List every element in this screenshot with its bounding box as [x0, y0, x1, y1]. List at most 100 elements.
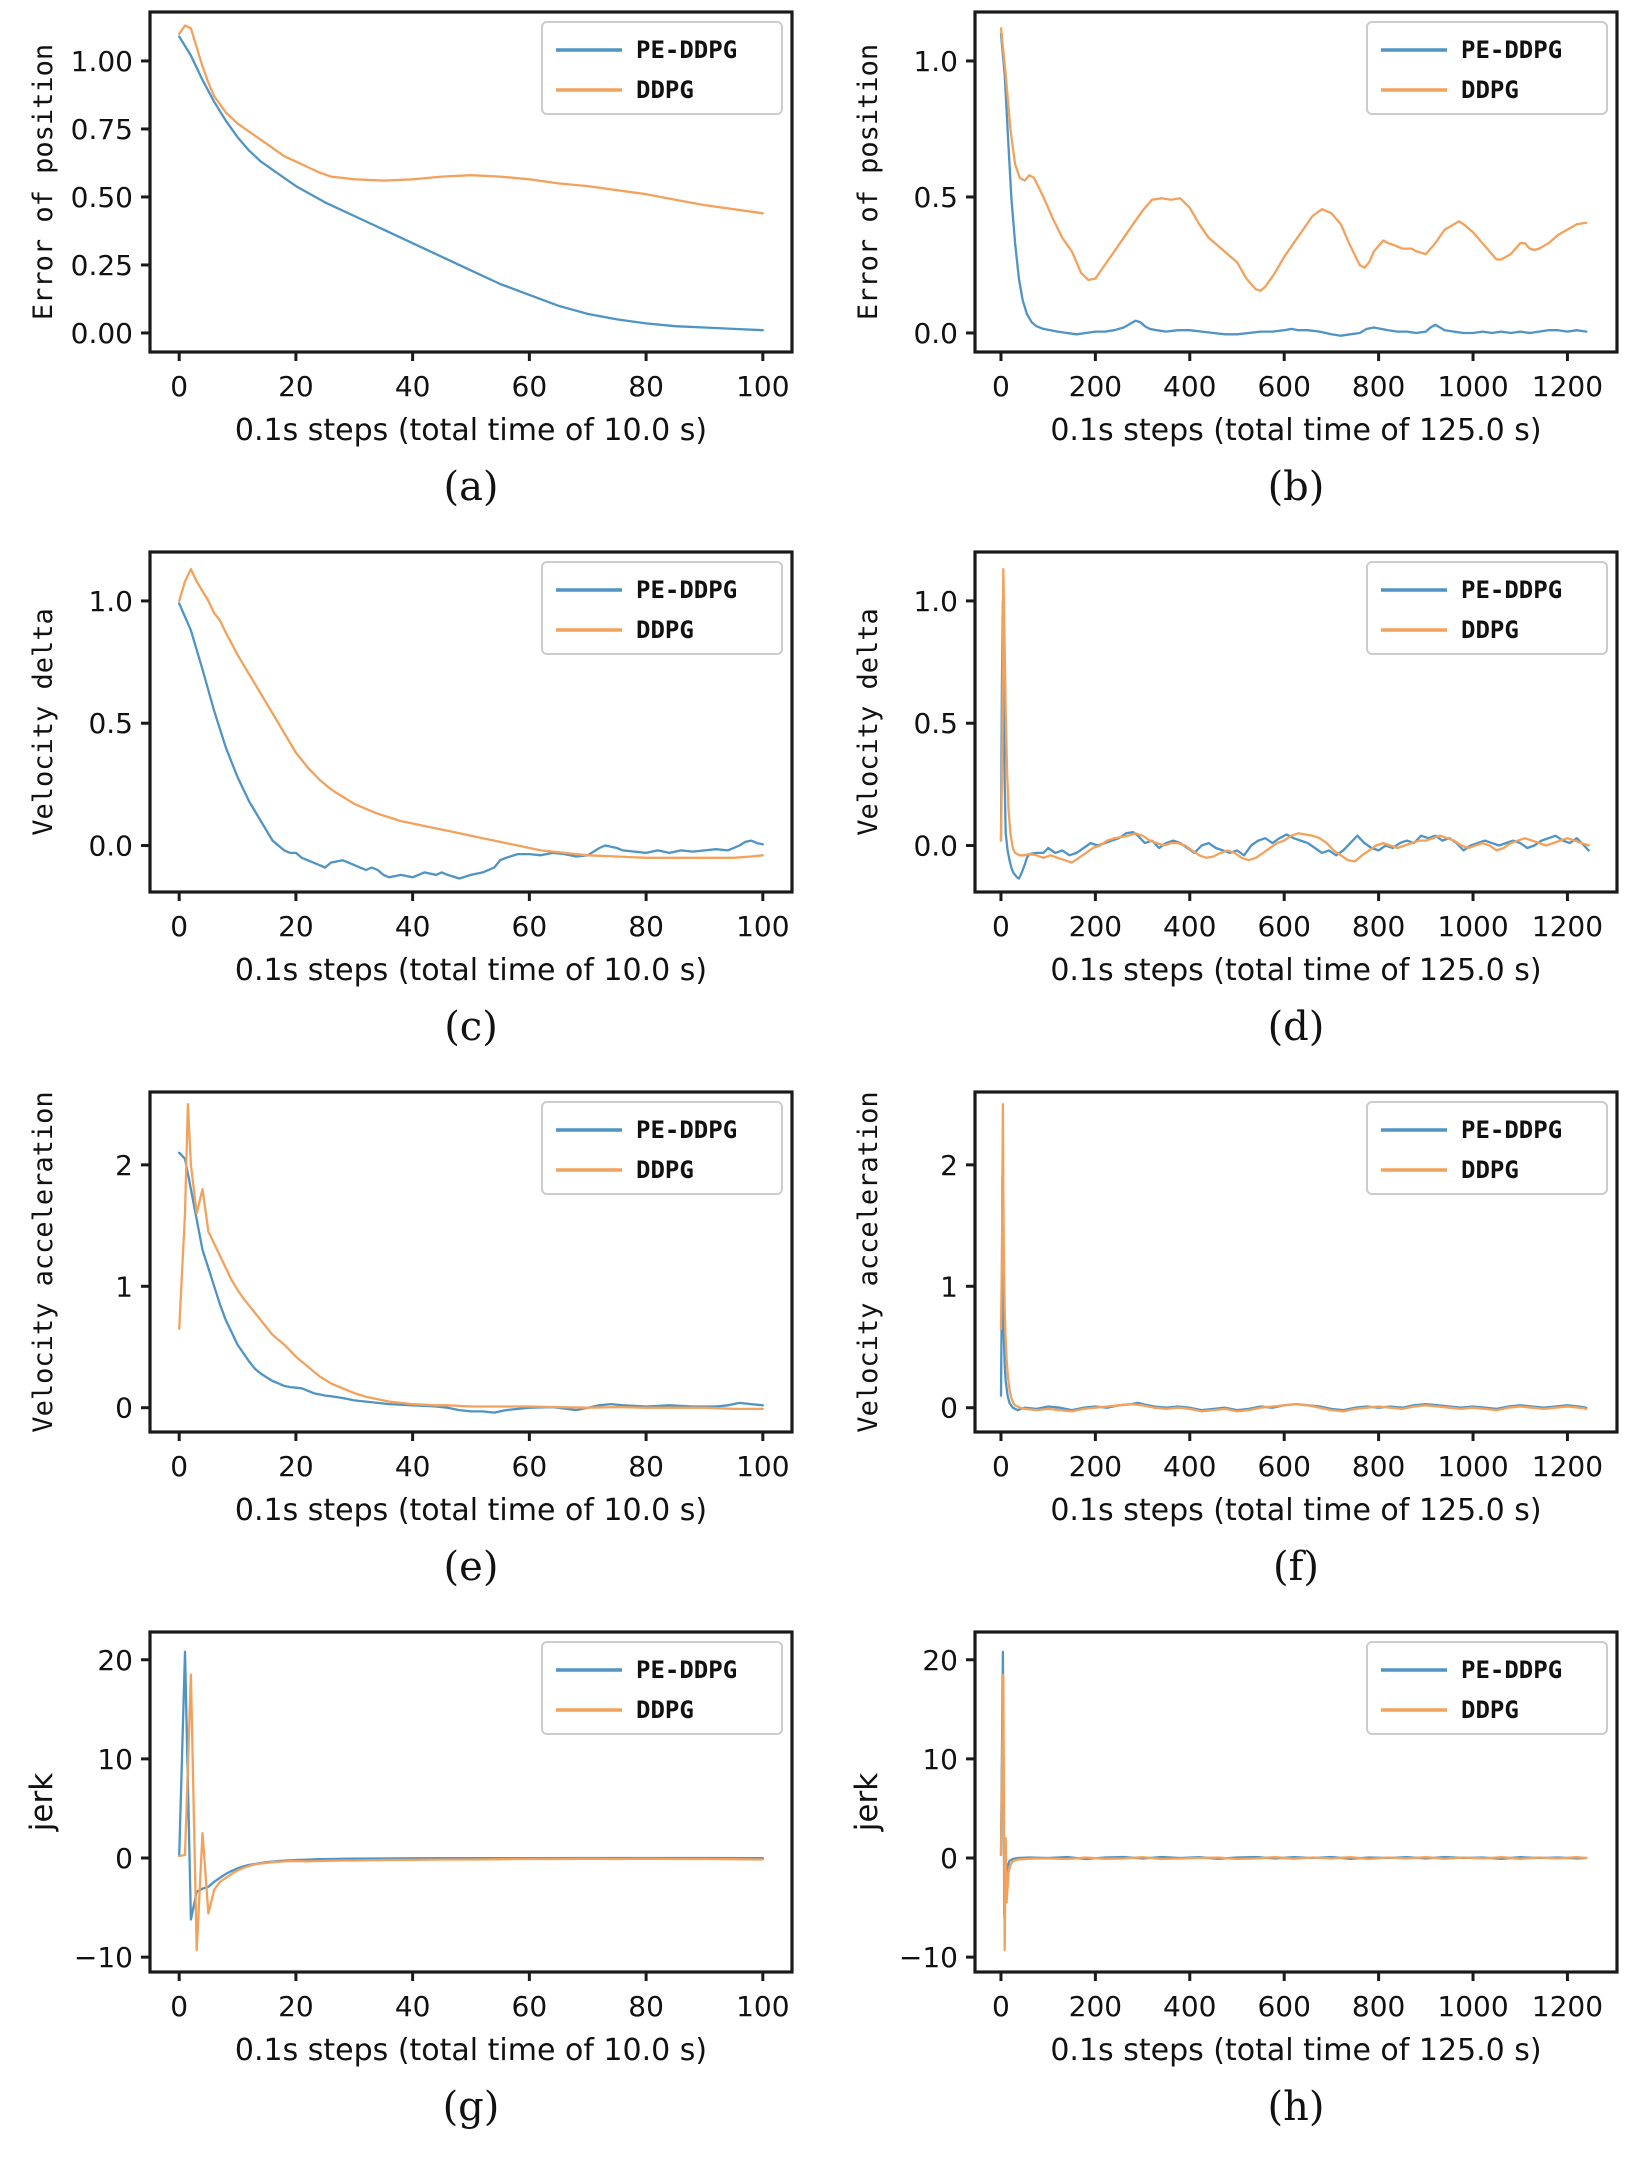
x-tick-label: 20	[278, 1450, 314, 1483]
y-tick-label: 2	[940, 1149, 958, 1182]
x-tick-label: 0	[170, 370, 188, 403]
plot-frame	[973, 1630, 1619, 1974]
plot-frame	[973, 10, 1619, 354]
x-axis-label: 0.1s steps (total time of 10.0 s)	[235, 2033, 707, 2068]
series-line-pe-ddpg	[999, 32, 1588, 337]
subplot-caption-c: (c)	[444, 1004, 498, 1050]
legend: PE-DDPG DDPG	[541, 561, 783, 655]
series-group	[178, 1102, 764, 1414]
y-tick-label: 0.0	[913, 830, 958, 863]
x-tick-label: 800	[1352, 370, 1405, 403]
x-tick-label: 400	[1163, 910, 1216, 943]
x-axis-label: 0.1s steps (total time of 10.0 s)	[235, 953, 707, 988]
series-line-ddpg	[999, 1102, 1588, 1413]
x-tick-label: 100	[736, 370, 789, 403]
x-tick-label: 1200	[1532, 1450, 1603, 1483]
x-axis-label: 0.1s steps (total time of 125.0 s)	[1050, 1493, 1541, 1528]
chart-canvas-a: 0.00 0.25 0.50 0.75 1.00 0 20 40 60 80 100 Error of…	[28, 10, 794, 448]
legend: PE-DDPG DDPG	[1366, 21, 1608, 115]
x-tick-label: 80	[628, 1450, 664, 1483]
series-line-ddpg	[178, 567, 764, 859]
y-tick-label: 0	[115, 1842, 133, 1875]
legend-label-ddpg: DDPG	[1461, 76, 1519, 104]
plot-frame	[973, 550, 1619, 894]
x-tick-label: 600	[1257, 370, 1310, 403]
series-line-pe-ddpg	[999, 599, 1590, 880]
x-tick-label: 0	[992, 1990, 1010, 2023]
x-tick-label: 100	[736, 910, 789, 943]
x-tick-label: 60	[512, 1450, 548, 1483]
legend-label-pe-ddpg: PE-DDPG	[1461, 36, 1562, 64]
chart-canvas-f: 0 1 2 0 200 400 600 800 1000 1200 Velocity acceler…	[853, 1090, 1619, 1528]
legend-label-ddpg: DDPG	[636, 616, 694, 644]
x-tick-label: 80	[628, 370, 664, 403]
legend-label-pe-ddpg: PE-DDPG	[636, 1656, 737, 1684]
axes: 0.0 0.5 1.0 0 200 400 600 800 1000 1200 Error of p…	[853, 44, 1603, 448]
y-axis-label: jerk	[849, 1773, 885, 1832]
x-axis-label: 0.1s steps (total time of 10.0 s)	[235, 413, 707, 448]
x-tick-label: 0	[992, 370, 1010, 403]
x-tick-label: 800	[1352, 1990, 1405, 2023]
plot-frame	[148, 550, 794, 894]
x-tick-label: 1000	[1437, 370, 1508, 403]
x-tick-label: 40	[395, 1450, 431, 1483]
x-axis-label: 0.1s steps (total time of 10.0 s)	[235, 1493, 707, 1528]
y-tick-label: 10	[922, 1743, 958, 1776]
x-tick-label: 40	[395, 1990, 431, 2023]
x-axis-label: 0.1s steps (total time of 125.0 s)	[1050, 413, 1541, 448]
y-axis-label: Error of position	[28, 44, 59, 320]
x-tick-label: 200	[1069, 1450, 1122, 1483]
legend: PE-DDPG DDPG	[541, 1641, 783, 1735]
legend-label-ddpg: DDPG	[1461, 1156, 1519, 1184]
axes: 0.00 0.25 0.50 0.75 1.00 0 20 40 60 80 100 Error of…	[28, 44, 790, 448]
legend-label-pe-ddpg: PE-DDPG	[636, 1116, 737, 1144]
subplot-c: 0.0 0.5 1.0 0 20 40 60 80 100 Velocity delta 0.1s …	[0, 540, 825, 1080]
legend: PE-DDPG DDPG	[541, 21, 783, 115]
legend: PE-DDPG DDPG	[1366, 561, 1608, 655]
x-tick-label: 1000	[1437, 910, 1508, 943]
x-tick-label: 0	[170, 1450, 188, 1483]
subplot-caption-d: (d)	[1267, 1004, 1325, 1050]
x-tick-label: 0	[992, 1450, 1010, 1483]
y-axis-label: Velocity delta	[853, 608, 884, 836]
series-line-pe-ddpg	[999, 1175, 1588, 1412]
chart-canvas-g: −10 0 10 20 0 20 40 60 80 100 jerk 0.1s steps (tota…	[24, 1630, 794, 2068]
subplot-e: 0 1 2 0 20 40 60 80 100 Velocity acceleration 0.1s…	[0, 1080, 825, 1620]
subplot-g: −10 0 10 20 0 20 40 60 80 100 jerk 0.1s steps (tota…	[0, 1620, 825, 2160]
subplot-b: 0.0 0.5 1.0 0 200 400 600 800 1000 1200 Error of p…	[825, 0, 1650, 540]
series-line-ddpg	[999, 567, 1590, 864]
subplot-caption-g: (g)	[442, 2084, 500, 2130]
y-tick-label: 0.5	[88, 707, 133, 740]
series-line-ddpg	[178, 24, 764, 215]
legend-label-pe-ddpg: PE-DDPG	[1461, 576, 1562, 604]
y-axis-label: Velocity delta	[28, 608, 59, 836]
series-line-ddpg	[999, 27, 1588, 292]
subplot-h: −10 0 10 20 0 200 400 600 800 1000 1200 jerk 0.1s st…	[825, 1620, 1650, 2160]
y-tick-label: 10	[97, 1743, 133, 1776]
legend-label-pe-ddpg: PE-DDPG	[1461, 1656, 1562, 1684]
y-tick-label: 0	[115, 1392, 133, 1425]
series-line-ddpg	[178, 1673, 764, 1952]
series-group	[999, 27, 1588, 337]
x-tick-label: 200	[1069, 910, 1122, 943]
y-tick-label: 0.5	[913, 181, 958, 214]
series-group	[178, 24, 764, 332]
y-tick-label: 1.0	[913, 585, 958, 618]
y-tick-label: 0.0	[913, 317, 958, 350]
x-tick-label: 400	[1163, 370, 1216, 403]
x-tick-label: 0	[992, 910, 1010, 943]
subplot-caption-f: (f)	[1272, 1544, 1319, 1590]
x-tick-label: 40	[395, 910, 431, 943]
legend: PE-DDPG DDPG	[1366, 1641, 1608, 1735]
y-axis-label: Velocity acceleration	[28, 1091, 59, 1432]
x-tick-label: 60	[512, 910, 548, 943]
x-tick-label: 1000	[1437, 1450, 1508, 1483]
y-tick-label: 0.75	[71, 113, 133, 146]
y-tick-label: 1.0	[88, 585, 133, 618]
y-tick-label: 0	[940, 1842, 958, 1875]
x-tick-label: 60	[512, 1990, 548, 2023]
series-line-pe-ddpg	[178, 35, 764, 332]
legend: PE-DDPG DDPG	[541, 1101, 783, 1195]
